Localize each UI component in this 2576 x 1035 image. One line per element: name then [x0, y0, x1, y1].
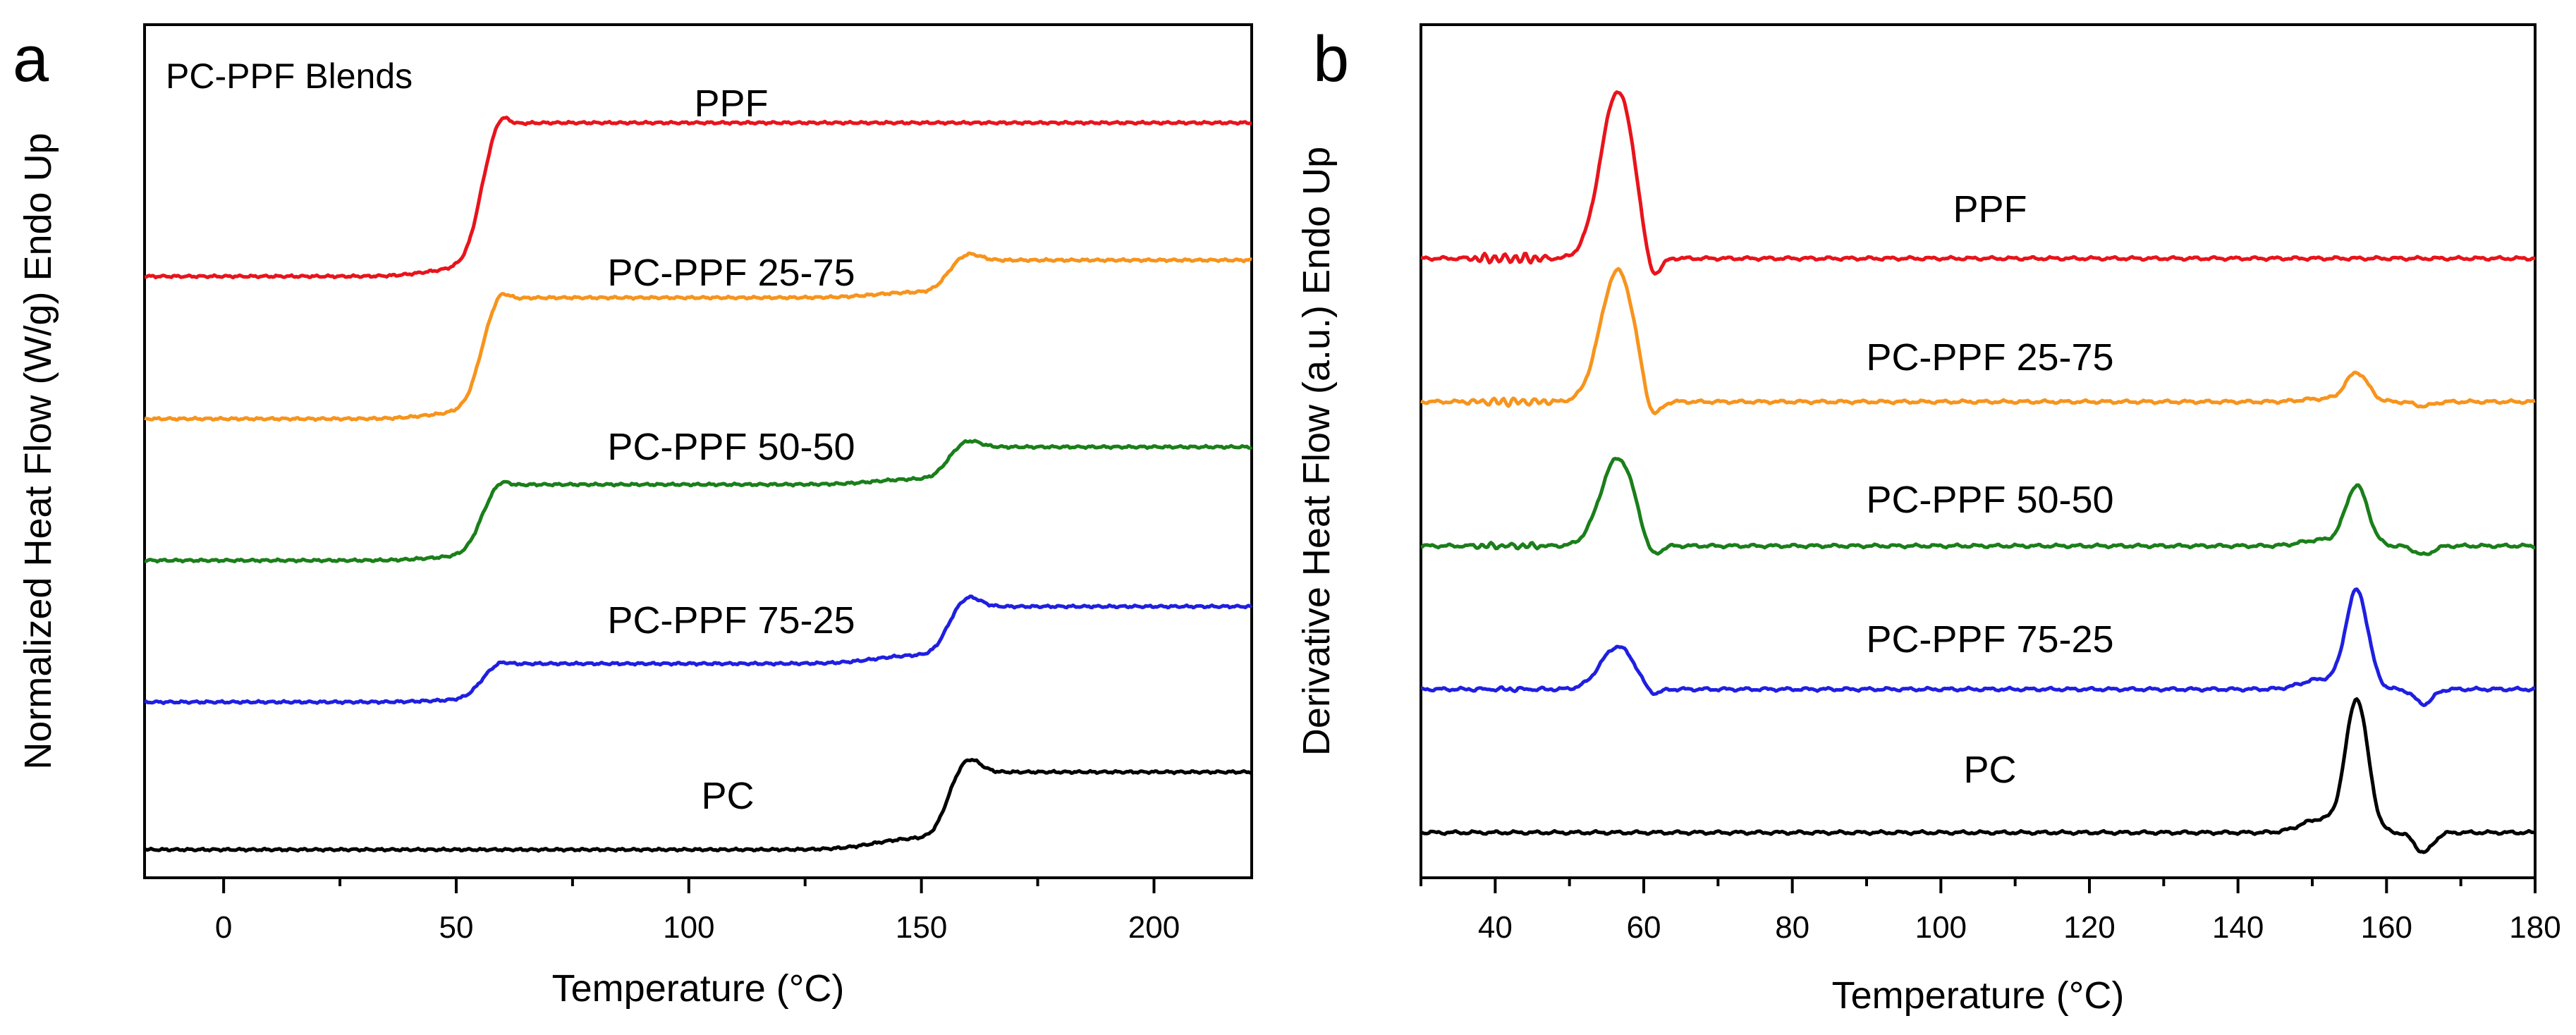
panel-a-series: PPF PC-PPF 25-75 PC-PPF 50-50 PC-PPF 75-25 P… [143, 82, 1253, 853]
panel-b-letter: b [1313, 23, 1349, 95]
panel-a-x-axis-label: Temperature (°C) [552, 967, 845, 1010]
panel-a: a PC-PPF Blends 0 50 100 150 200 PPF PC-PPF 2… [13, 23, 1253, 1010]
panel-a-series-line [144, 439, 1253, 564]
panel-a-series-line [144, 251, 1252, 422]
panel-b-series-label: PPF [1953, 188, 2027, 231]
panel-b-y-axis-label: Derivative Heat Flow (a.u.) Endo Up [1295, 147, 1338, 756]
panel-a-series-label: PC-PPF 75-25 [607, 599, 855, 642]
panel-a-letter: a [13, 23, 49, 95]
panel-a-series-label: PC-PPF 25-75 [607, 252, 855, 294]
panel-b-tick-label: 160 [2361, 910, 2412, 945]
panel-a-series-line [143, 758, 1252, 853]
panel-a-tick-label: 0 [215, 910, 232, 945]
panel-a-tick-label: 100 [663, 910, 714, 945]
panel-a-series-label: PPF [694, 82, 768, 125]
panel-b-series-line [1420, 267, 2536, 415]
panel-b-tick-label: 180 [2509, 910, 2560, 945]
panel-a-series-label: PC [701, 775, 754, 817]
panel-a-tick-label: 150 [896, 910, 947, 945]
panel-b-tick-label: 140 [2212, 910, 2264, 945]
panel-b-series-line [1420, 697, 2536, 855]
panel-a-y-axis-label: Normalized Heat Flow (W/g) Endo Up [17, 133, 59, 769]
panel-a-tick-label: 50 [439, 910, 473, 945]
panel-b-tick-label: 80 [1775, 910, 1809, 945]
panel-a-frame [143, 23, 1253, 879]
panel-a-series-line [144, 116, 1252, 280]
panel-b-series-line [1420, 90, 2536, 276]
panel-b-tick-label: 60 [1627, 910, 1661, 945]
panel-b-series-label: PC-PPF 25-75 [1866, 336, 2113, 379]
panel-b-x-ticks: 40 60 80 100 120 140 160 180 [1420, 878, 2561, 945]
panel-b-series-label: PC [1963, 749, 2016, 791]
panel-b-frame [1420, 23, 2537, 879]
panel-a-annotation: PC-PPF Blends [166, 56, 413, 96]
panel-b-tick-label: 100 [1915, 910, 1967, 945]
panel-a-tick-label: 200 [1128, 910, 1180, 945]
panel-b-tick-label: 120 [2063, 910, 2115, 945]
panel-a-series-label: PC-PPF 50-50 [607, 426, 855, 468]
panel-b-tick-label: 40 [1478, 910, 1513, 945]
panel-a-x-ticks: 0 50 100 150 200 [215, 878, 1180, 945]
panel-b-series-label: PC-PPF 50-50 [1866, 479, 2113, 521]
panel-b-series-line [1420, 456, 2536, 556]
panel-b-series-line [1420, 587, 2536, 707]
panel-b-series-label: PC-PPF 75-25 [1866, 618, 2113, 661]
panel-b-x-axis-label: Temperature (°C) [1832, 974, 2125, 1017]
panel-a-series-line [144, 594, 1252, 706]
panel-b-series: PPF PC-PPF 25-75 PC-PPF 50-50 PC-PPF 75-25 P… [1420, 90, 2536, 855]
